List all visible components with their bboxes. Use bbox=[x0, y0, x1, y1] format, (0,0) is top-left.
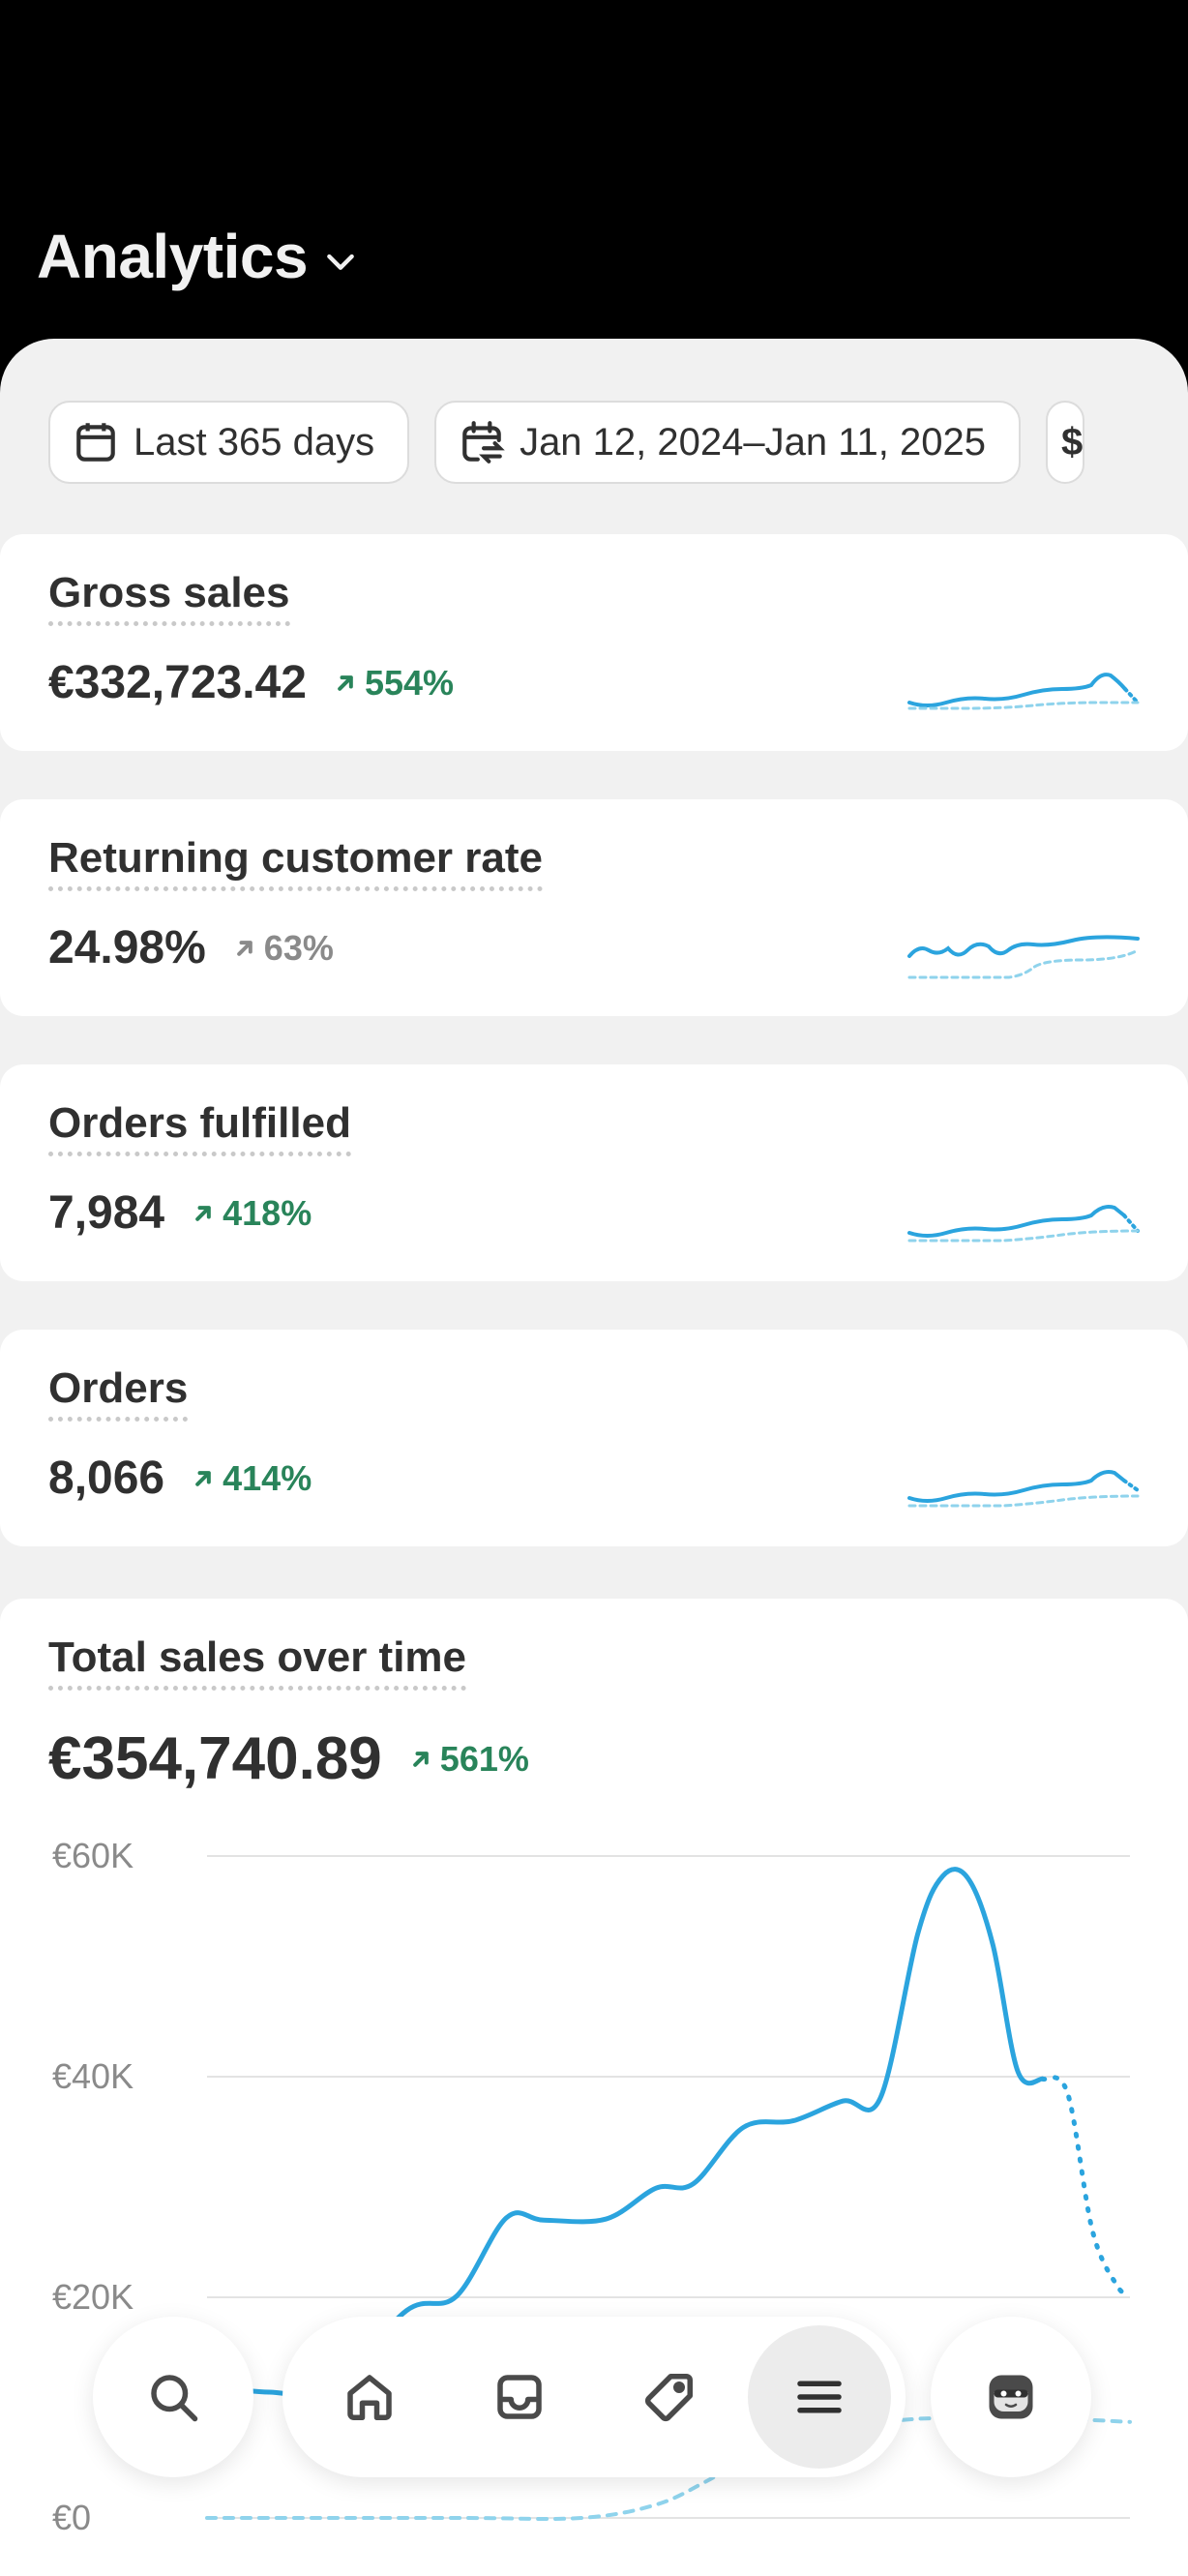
x-tick-label: Jan bbox=[193, 2546, 250, 2547]
sparkline bbox=[907, 935, 1140, 979]
arrow-up-right-icon bbox=[195, 1205, 211, 1221]
menu-icon bbox=[796, 2381, 842, 2413]
metric-value: 7,984 bbox=[48, 1187, 165, 1239]
metric-delta: 554% bbox=[332, 663, 454, 704]
metric-card-orders-fulfilled[interactable]: Orders fulfilled 7,984 418% bbox=[0, 1064, 1188, 1281]
avatar-icon bbox=[989, 2375, 1033, 2419]
metric-label[interactable]: Gross sales bbox=[48, 569, 290, 626]
search-button[interactable] bbox=[93, 2317, 253, 2477]
arrow-up-right-icon bbox=[338, 674, 353, 691]
y-tick-label: €20K bbox=[52, 2277, 134, 2317]
metric-value: €332,723.42 bbox=[48, 657, 307, 708]
currency-chip-label: $ bbox=[1060, 420, 1084, 464]
sparkline bbox=[907, 1205, 1140, 1243]
arrow-up-right-icon bbox=[412, 1751, 429, 1767]
total-sales-label[interactable]: Total sales over time bbox=[48, 1633, 467, 1691]
search-icon bbox=[151, 2375, 198, 2422]
y-tick-label: €0 bbox=[52, 2498, 91, 2537]
y-tick-label: €60K bbox=[52, 1836, 134, 1875]
date-compare-chip[interactable]: Jan 12, 2024–Jan 11, 2025 bbox=[434, 401, 1021, 484]
x-tick-label: Jul bbox=[767, 2546, 812, 2547]
filter-bar: Last 365 days Jan 12, 2024–Jan 11, 2025 … bbox=[48, 401, 1084, 484]
page-title-dropdown[interactable]: Analytics bbox=[37, 221, 360, 292]
nav-orders[interactable] bbox=[448, 2325, 591, 2469]
currency-chip[interactable]: $ bbox=[1045, 401, 1084, 484]
arrow-up-right-icon bbox=[195, 1470, 211, 1486]
total-sales-delta-value: 561% bbox=[439, 1738, 529, 1779]
x-tick-label: Oct bbox=[1054, 2546, 1109, 2547]
metric-delta: 63% bbox=[231, 928, 334, 969]
metric-label[interactable]: Orders bbox=[48, 1364, 189, 1422]
metric-delta-value: 418% bbox=[223, 1192, 312, 1233]
nav-products[interactable] bbox=[598, 2325, 741, 2469]
x-tick-label: Apr bbox=[481, 2546, 535, 2547]
date-range-chip[interactable]: Last 365 days bbox=[48, 401, 410, 484]
store-avatar-button[interactable] bbox=[931, 2317, 1091, 2477]
content-sheet: Last 365 days Jan 12, 2024–Jan 11, 2025 … bbox=[0, 339, 1188, 2576]
metric-value: 8,066 bbox=[48, 1453, 165, 1504]
date-range-label: Last 365 days bbox=[134, 420, 375, 464]
date-compare-label: Jan 12, 2024–Jan 11, 2025 bbox=[520, 420, 986, 464]
chevron-down-icon bbox=[327, 254, 354, 270]
sparkline bbox=[907, 673, 1140, 710]
arrow-up-right-icon bbox=[236, 940, 252, 956]
metric-card-gross-sales[interactable]: Gross sales €332,723.42 554% bbox=[0, 534, 1188, 751]
bottom-nav bbox=[282, 2317, 906, 2477]
metric-value: 24.98% bbox=[48, 922, 206, 973]
tag-icon bbox=[644, 2374, 693, 2422]
metric-delta: 414% bbox=[190, 1458, 312, 1499]
metric-delta-value: 63% bbox=[263, 927, 334, 968]
metric-card-orders[interactable]: Orders 8,066 414% bbox=[0, 1330, 1188, 1546]
total-sales-value: €354,740.89 bbox=[48, 1725, 382, 1792]
nav-menu[interactable] bbox=[747, 2325, 891, 2469]
metric-delta: 418% bbox=[190, 1193, 312, 1234]
sparkline bbox=[907, 1470, 1140, 1508]
metric-card-returning-customer-rate[interactable]: Returning customer rate 24.98% 63% bbox=[0, 799, 1188, 1016]
sales-line-projected bbox=[1040, 2075, 1133, 2297]
header: Analytics bbox=[0, 0, 1188, 348]
metric-delta-value: 554% bbox=[364, 662, 455, 703]
nav-home[interactable] bbox=[298, 2325, 441, 2469]
home-icon bbox=[346, 2375, 392, 2420]
page-title: Analytics bbox=[37, 222, 309, 291]
y-tick-label: €40K bbox=[52, 2056, 134, 2096]
metric-label[interactable]: Returning customer rate bbox=[48, 834, 543, 891]
calendar-icon bbox=[76, 423, 115, 462]
calendar-compare-icon bbox=[462, 421, 505, 464]
sales-line-current bbox=[204, 1867, 1046, 2398]
inbox-icon bbox=[496, 2375, 542, 2419]
metric-delta-value: 414% bbox=[223, 1457, 312, 1498]
metric-label[interactable]: Orders fulfilled bbox=[48, 1099, 351, 1156]
total-sales-delta: 561% bbox=[407, 1739, 529, 1780]
